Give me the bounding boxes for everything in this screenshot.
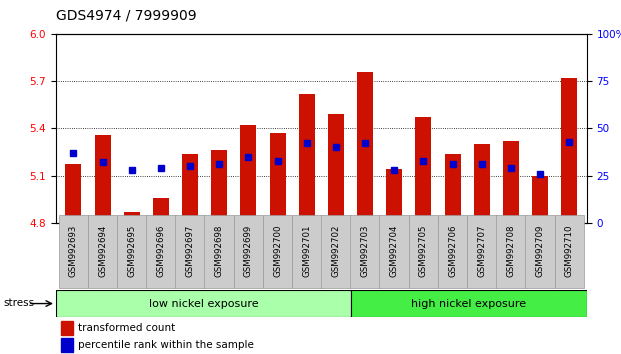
- Text: GSM992703: GSM992703: [361, 225, 369, 278]
- Bar: [61, 338, 73, 352]
- Text: GSM992697: GSM992697: [186, 225, 194, 278]
- Bar: [532, 176, 548, 223]
- Bar: [182, 154, 198, 223]
- Bar: [240, 125, 256, 223]
- Text: GSM992701: GSM992701: [302, 225, 311, 278]
- Text: GSM992702: GSM992702: [332, 225, 340, 278]
- Bar: [445, 154, 461, 223]
- Bar: [56, 290, 351, 317]
- Text: GSM992698: GSM992698: [215, 225, 224, 278]
- Text: GSM992700: GSM992700: [273, 225, 282, 278]
- Bar: [270, 133, 286, 223]
- Bar: [503, 141, 519, 223]
- Bar: [153, 198, 169, 223]
- Text: stress: stress: [3, 298, 34, 308]
- Text: GDS4974 / 7999909: GDS4974 / 7999909: [56, 9, 196, 23]
- Bar: [386, 169, 402, 223]
- Text: GSM992699: GSM992699: [244, 225, 253, 277]
- Text: GSM992704: GSM992704: [390, 225, 399, 278]
- Text: GSM992710: GSM992710: [565, 225, 574, 278]
- Bar: [211, 150, 227, 223]
- Bar: [415, 117, 432, 223]
- Text: low nickel exposure: low nickel exposure: [148, 298, 258, 309]
- Text: GSM992694: GSM992694: [98, 225, 107, 278]
- Bar: [94, 135, 111, 223]
- Text: GSM992707: GSM992707: [478, 225, 486, 278]
- Text: transformed count: transformed count: [78, 323, 176, 333]
- Bar: [328, 114, 344, 223]
- Bar: [65, 164, 81, 223]
- Text: percentile rank within the sample: percentile rank within the sample: [78, 340, 254, 350]
- Bar: [124, 212, 140, 223]
- Text: GSM992693: GSM992693: [69, 225, 78, 278]
- Text: GSM992705: GSM992705: [419, 225, 428, 278]
- Bar: [61, 321, 73, 335]
- Bar: [474, 144, 490, 223]
- Text: high nickel exposure: high nickel exposure: [411, 298, 527, 309]
- Bar: [357, 72, 373, 223]
- Bar: [561, 78, 578, 223]
- Text: GSM992696: GSM992696: [156, 225, 165, 278]
- Bar: [351, 290, 587, 317]
- Text: GSM992709: GSM992709: [536, 225, 545, 278]
- Bar: [299, 93, 315, 223]
- Text: GSM992706: GSM992706: [448, 225, 457, 278]
- Text: GSM992708: GSM992708: [507, 225, 515, 278]
- Text: GSM992695: GSM992695: [127, 225, 136, 278]
